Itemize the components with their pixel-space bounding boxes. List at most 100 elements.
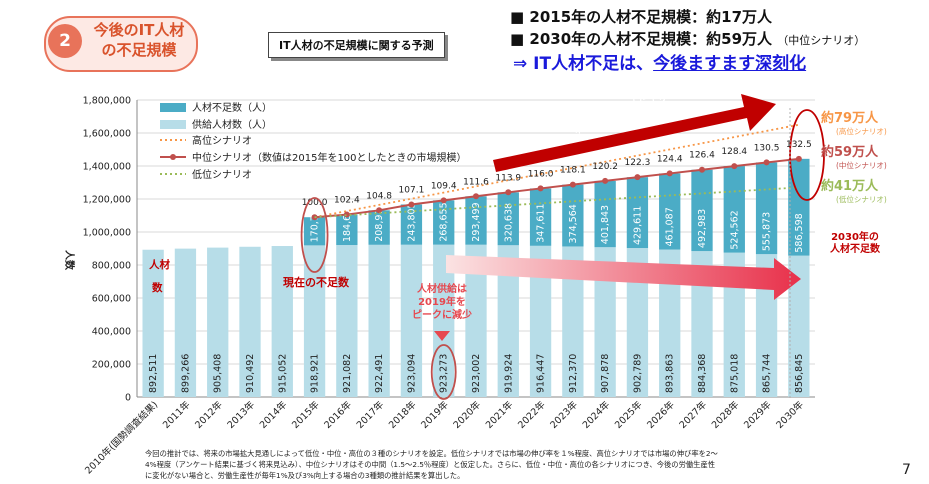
bar-supply-label: 884,368 [697, 354, 708, 393]
bar-shortage [497, 192, 519, 246]
footnote-line3: に変化がない場合と、労働生産性が毎年1%及び3%向上する場合の3種類の推計結果を… [145, 471, 465, 480]
y-tick-label: 1,600,000 [83, 129, 131, 140]
bar-shortage-label: 184,608 [342, 203, 353, 242]
bar-shortage-label: 320,638 [503, 203, 514, 242]
conclusion-prefix: ⇒ IT人材不足は、 [513, 54, 654, 74]
section-title: 今後のIT人材 の不足規模 [86, 20, 192, 60]
mid-index-label: 120.2 [592, 162, 618, 172]
headline-conclusion: ⇒ IT人材不足は、今後ますます深刻化 [513, 49, 806, 74]
bar-supply [271, 246, 293, 397]
legend-high: 高位シナリオ [192, 134, 252, 147]
mid-index-label: 132.5 [786, 140, 812, 150]
bar-supply-label: 899,266 [180, 354, 191, 393]
bar-supply-label: 918,921 [310, 354, 321, 393]
highlight-2030 [789, 109, 825, 201]
bar-shortage-label: 429,611 [632, 206, 643, 245]
bar-supply-label: 923,002 [471, 354, 482, 393]
mid-point [763, 159, 770, 166]
mid-point [634, 174, 641, 181]
mid-index-label: 100.0 [302, 198, 328, 208]
mid-point [505, 189, 512, 196]
bar-shortage-label: 293,499 [471, 202, 482, 241]
line-low [314, 186, 799, 219]
footnote-line2: 4%程度（アンケート結果に基づく将来見込み）、中位シナリオはその中間（1.5～2… [145, 460, 716, 469]
mid-point [569, 181, 576, 188]
bar-supply [723, 252, 745, 397]
x-tick-label: 2030年 [774, 398, 807, 431]
y-tick-label: 1,800,000 [83, 96, 131, 107]
annot-2030-shortage: 2030年の [831, 230, 879, 243]
bar-shortage [400, 204, 423, 245]
mid-index-label: 116.0 [528, 169, 554, 179]
bar-supply-label: 892,511 [148, 354, 159, 393]
bar-supply [303, 245, 326, 397]
bar-shortage-label: 208,976 [374, 202, 385, 241]
callout-low-value: 約41万人 [821, 178, 879, 194]
bar-supply-label: 902,789 [632, 354, 643, 393]
chart-subtitle: IT人材の不足規模に関する予測 [268, 32, 445, 58]
mid-index-label: 102.4 [334, 196, 360, 206]
x-tick-label: 2021年 [483, 398, 516, 431]
bar-shortage [723, 166, 745, 253]
callout-low-label: (低位シナリオ) [836, 194, 887, 204]
down-marker-icon [434, 331, 450, 341]
mid-point [699, 166, 705, 173]
x-tick-label: 2014年 [257, 398, 290, 431]
bar-supply-label: 905,408 [213, 354, 224, 393]
x-tick-label: 2016年 [322, 398, 355, 431]
annot-supply-peak: 人材供給は [417, 282, 467, 295]
bar-supply [529, 245, 552, 397]
x-tick-label: 2023年 [548, 398, 581, 431]
y-tick-label: 1,400,000 [83, 162, 131, 173]
bar-supply-label: 893,863 [665, 354, 676, 393]
section-title-line1: 今後のIT人材 [93, 21, 185, 39]
headline-2030-note: （中位シナリオ） [777, 34, 866, 47]
mid-point [666, 170, 673, 177]
bar-supply-label: 922,491 [374, 354, 385, 393]
legend-marker-mid [170, 154, 176, 160]
x-tick-label: 2018年 [386, 398, 419, 431]
headline-2015: ■ 2015年の人材不足規模：約17万人 [510, 8, 773, 26]
x-tick-label: 2012年 [193, 398, 226, 431]
mid-point [408, 201, 415, 208]
section-title-line2: の不足規模 [101, 41, 177, 59]
bar-supply-label: 923,273 [439, 354, 450, 393]
y-axis-label: 人数 [63, 250, 76, 271]
bar-supply [691, 251, 713, 397]
highlight-2019 [430, 344, 457, 400]
x-tick-label: 2029年 [741, 398, 774, 431]
bar-supply-label: 856,845 [794, 354, 805, 393]
x-tick-label: 2020年 [451, 398, 484, 431]
bar-shortage-label: 524,562 [729, 210, 740, 249]
bar-supply [400, 244, 423, 397]
annot-current-shortage: 現在の不足数 [283, 275, 350, 289]
bar-supply [368, 244, 390, 397]
bar-shortage [691, 169, 713, 252]
mid-point [537, 185, 544, 192]
callout-mid-value: 約59万人 [821, 144, 879, 160]
mid-index-label: 107.1 [399, 185, 425, 195]
page-number: 7 [902, 462, 911, 478]
mid-index-label: 130.5 [754, 143, 780, 153]
bar-shortage [433, 200, 455, 245]
bar-supply [465, 244, 487, 397]
bar-shortage [303, 217, 326, 246]
legend-swatch-shortage [160, 103, 186, 112]
callout-high-label: (高位シナリオ) [836, 126, 887, 136]
legend-shortage: 人材不足数（人） [192, 101, 272, 114]
bar-shortage [336, 214, 358, 246]
bar-supply [207, 247, 229, 397]
y-tick-label: 1,200,000 [83, 195, 131, 206]
bar-supply-label: 875,018 [729, 354, 740, 393]
annot-supply-peak: 2019年を [418, 295, 466, 308]
mid-point [440, 197, 447, 204]
mid-point [795, 155, 802, 162]
mid-point [602, 177, 609, 184]
annot-2030-shortage: 人材不足数 [830, 242, 881, 255]
bar-supply [594, 247, 616, 397]
legend-mid: 中位シナリオ（数値は2015年を100としたときの市場規模） [192, 151, 467, 164]
legend-swatch-supply [160, 120, 186, 129]
section-number: 2 [48, 24, 82, 58]
supply-decline-arrow [446, 255, 801, 300]
